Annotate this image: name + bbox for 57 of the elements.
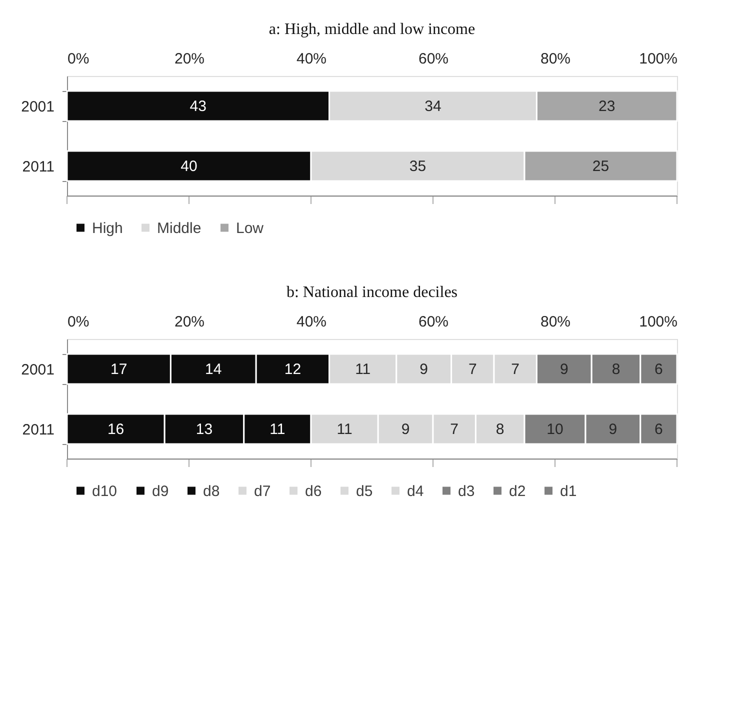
- legend-label: d1: [560, 482, 577, 500]
- data-label: 7: [450, 421, 459, 438]
- legend-label: High: [92, 220, 123, 237]
- data-label: 9: [420, 361, 428, 378]
- data-label: 35: [409, 158, 426, 175]
- legend-label: d6: [305, 482, 322, 500]
- data-label: 9: [608, 421, 618, 438]
- x-tick-label: 20%: [174, 314, 205, 330]
- x-tick-label: 80%: [540, 50, 571, 68]
- x-tick-label: 0%: [68, 314, 90, 330]
- data-label: 7: [511, 361, 520, 378]
- legend-label: d9: [152, 482, 169, 500]
- data-label: 9: [401, 421, 410, 438]
- legend-label: d10: [92, 482, 118, 500]
- data-label: 11: [355, 361, 371, 378]
- data-label: 40: [180, 158, 198, 175]
- x-tick-label: 100%: [639, 50, 678, 68]
- legend-label: d5: [356, 482, 373, 500]
- data-label: 25: [592, 158, 610, 175]
- data-label: 17: [110, 361, 128, 378]
- y-tick-label: 2011: [22, 158, 54, 176]
- x-tick-label: 60%: [418, 50, 449, 68]
- legend-label: d4: [407, 482, 424, 500]
- data-label: 7: [468, 361, 477, 378]
- x-tick-label: 20%: [174, 50, 205, 68]
- chart-title: a: High, middle and low income: [268, 21, 476, 38]
- chart-title: b: National income deciles: [286, 284, 458, 301]
- legend-label: Low: [236, 220, 264, 237]
- x-tick-label: 40%: [296, 50, 327, 68]
- x-tick-label: 100%: [639, 314, 678, 330]
- data-label: 8: [496, 421, 504, 438]
- x-tick-label: 80%: [540, 314, 571, 330]
- data-label: 43: [190, 98, 206, 115]
- x-tick-label: 60%: [418, 314, 449, 330]
- legend-label: d8: [203, 482, 220, 500]
- data-label: 6: [654, 421, 663, 438]
- data-label: 11: [270, 421, 286, 438]
- legend-label: d2: [509, 482, 526, 500]
- data-label: 14: [205, 361, 222, 378]
- data-label: 10: [546, 421, 564, 438]
- data-label: 8: [612, 361, 620, 378]
- y-tick-label: 2001: [21, 98, 54, 116]
- y-tick-label: 2011: [22, 422, 54, 438]
- data-label: 23: [598, 98, 616, 115]
- data-label: 34: [424, 98, 442, 115]
- data-label: 11: [336, 421, 352, 438]
- x-tick-label: 40%: [296, 314, 327, 330]
- data-label: 6: [654, 361, 663, 378]
- legend-label: d7: [254, 482, 271, 500]
- x-tick-label: 0%: [68, 50, 90, 68]
- data-label: 12: [284, 361, 302, 378]
- data-label: 9: [560, 361, 568, 378]
- y-tick-label: 2001: [21, 362, 54, 378]
- data-label: 13: [196, 421, 213, 438]
- data-label: 16: [107, 421, 124, 438]
- legend-label: d3: [458, 482, 475, 500]
- legend-label: Middle: [157, 220, 202, 237]
